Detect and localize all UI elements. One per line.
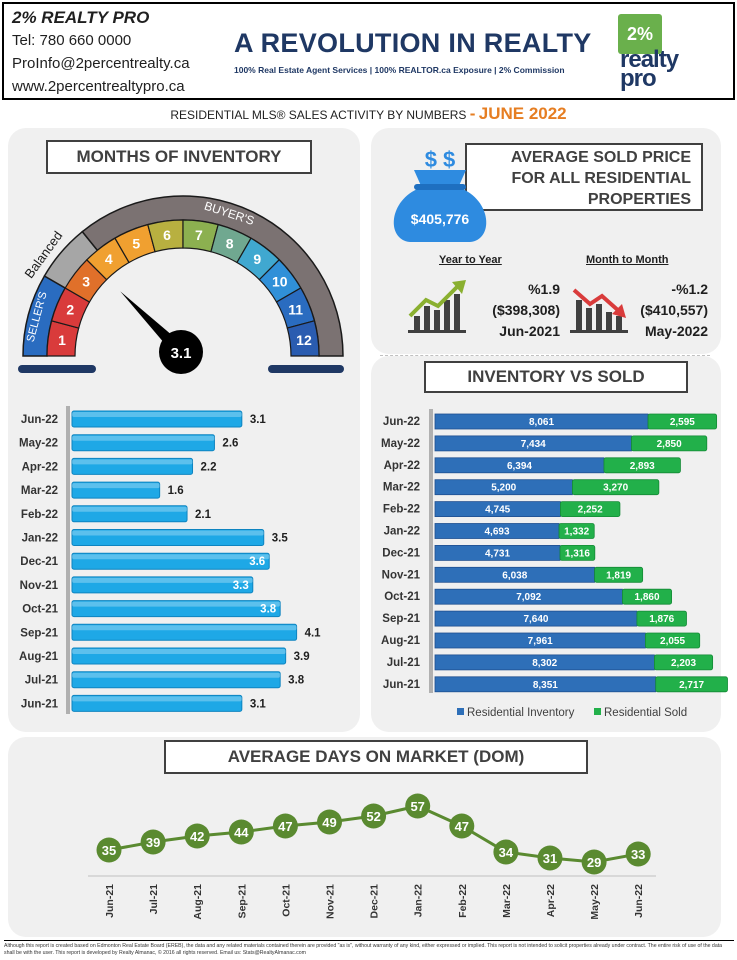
mom-date: May-2022 (644, 323, 708, 339)
report-subtitle: RESIDENTIAL MLS® SALES ACTIVITY BY NUMBE… (0, 104, 737, 124)
tagline: 100% Real Estate Agent Services | 100% R… (234, 65, 565, 75)
header: 2% REALTY PRO Tel: 780 660 0000 ProInfo@… (2, 2, 735, 100)
logo-percent: 2% (618, 14, 662, 54)
logo-wordmark: realty pro (620, 46, 679, 92)
logo-word-realty: realty (620, 46, 679, 73)
months-of-inventory-panel (8, 128, 360, 732)
phone: Tel: 780 660 0000 (12, 32, 132, 49)
dom-title: AVERAGE DAYS ON MARKET (DOM) (164, 740, 588, 774)
price-title-line3: PROPERTIES (587, 191, 691, 208)
inventory-vs-sold-panel (371, 356, 721, 732)
report-month: JUNE 2022 (478, 104, 567, 123)
mom-price: ($410,557) (640, 302, 708, 318)
subtitle-dash: - (469, 104, 476, 123)
headline: A REVOLUTION IN REALTY (234, 28, 592, 58)
price-title: AVERAGE SOLD PRICE FOR ALL RESIDENTIAL P… (465, 143, 703, 211)
logo-word-pro: pro (620, 65, 657, 92)
mom-percent: -%1.2 (671, 281, 708, 297)
panel-divider (380, 355, 710, 356)
yoy-heading: Year to Year (439, 254, 502, 266)
logo: 2% realty pro (618, 14, 688, 92)
yoy-date: Jun-2021 (499, 323, 560, 339)
price-title-line1: AVERAGE SOLD PRICE (510, 149, 691, 166)
inventory-title: INVENTORY VS SOLD (424, 361, 688, 393)
email[interactable]: ProInfo@2percentrealty.ca (12, 55, 190, 72)
brand-name: 2% REALTY PRO (12, 8, 150, 27)
yoy-percent: %1.9 (528, 281, 560, 297)
mom-heading: Month to Month (586, 254, 669, 266)
website[interactable]: www.2percentrealtypro.ca (12, 78, 185, 95)
price-title-line2: FOR ALL RESIDENTIAL (511, 170, 691, 187)
subtitle-text: RESIDENTIAL MLS® SALES ACTIVITY BY NUMBE… (170, 108, 467, 122)
yoy-price: ($398,308) (492, 302, 560, 318)
disclaimer: Although this report is created based on… (4, 940, 734, 957)
moi-title: MONTHS OF INVENTORY (46, 140, 312, 174)
